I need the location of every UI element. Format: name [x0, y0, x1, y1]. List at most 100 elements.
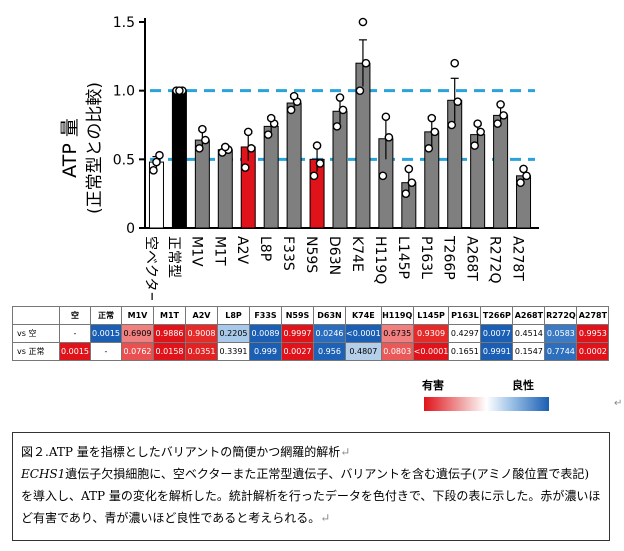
- data-point: [286, 105, 296, 115]
- y-axis-label-sub: (正常型との比較): [85, 82, 105, 214]
- x-tick-label: A278T: [510, 236, 526, 281]
- p-value-cell: 0.1651: [448, 342, 482, 361]
- y-tick-label: 1.0: [113, 84, 135, 100]
- data-point: [198, 124, 207, 134]
- data-point: [266, 113, 276, 123]
- p-value-cell: 0.1547: [512, 342, 546, 361]
- legend-benign-label: 良性: [512, 379, 534, 392]
- legend-harmful-label: 有害: [422, 379, 444, 392]
- data-point: [312, 141, 322, 150]
- data-point: [155, 150, 164, 160]
- column-header: A268T: [512, 306, 546, 325]
- x-tick-label: L145P: [395, 236, 411, 279]
- data-point: [149, 166, 158, 175]
- data-point: [246, 144, 256, 153]
- data-point: [424, 144, 434, 153]
- data-point: [332, 122, 342, 131]
- p-value-cell: 0.2205: [217, 324, 250, 343]
- bar-正常型: [171, 90, 187, 229]
- table-header-row: 空正常 M1V M1T A2V L8P F33S N59S D63N K74E H119Q L145…: [12, 306, 610, 325]
- data-point: [309, 171, 319, 181]
- p-value-cell: 0.9953: [576, 324, 610, 343]
- data-point: [381, 112, 391, 122]
- data-point: [361, 58, 371, 68]
- bar-L8P: [263, 125, 279, 229]
- p-value-cell: 0.4297: [448, 324, 482, 343]
- p-value-cell: 0.4514: [512, 324, 546, 343]
- p-value-cell: <0.0001: [412, 342, 450, 361]
- x-tick-label: M1V: [188, 236, 204, 267]
- bar-M1T: [217, 149, 233, 229]
- data-point: [519, 164, 528, 174]
- p-value-cell: 0.0089: [249, 324, 282, 343]
- paragraph-mark: ↵: [614, 398, 623, 409]
- p-value-cell: -: [59, 324, 91, 343]
- data-point: [289, 91, 299, 101]
- p-value-cell: 0.9008: [185, 324, 218, 343]
- figure-caption: 図２.ATP 量を指標としたバリアントの簡便かつ網羅的解析↵ ECHS1遺伝子欠…: [12, 432, 610, 541]
- data-point: [243, 127, 253, 137]
- x-tick-label: M1T: [211, 236, 227, 266]
- x-tick-label: R272Q: [487, 236, 503, 283]
- x-tick-label: H119Q: [372, 236, 388, 284]
- column-header: 空: [59, 306, 91, 325]
- data-point: [493, 119, 502, 128]
- bars: [148, 39, 532, 229]
- data-point: [447, 120, 457, 130]
- statistics-table: 空正常 M1V M1T A2V L8P F33S N59S D63N K74E H119Q L145…: [12, 306, 610, 361]
- row-label: vs 正常: [12, 342, 60, 361]
- data-point: [516, 178, 525, 187]
- data-point: [384, 133, 394, 142]
- x-tick-label: 空ベクター: [142, 236, 158, 300]
- x-tick-label: A2V: [234, 236, 250, 264]
- data-point: [195, 144, 204, 153]
- p-value-cell: 0.0583: [544, 324, 578, 343]
- x-tick-label: D63N: [326, 236, 342, 275]
- p-value-cell: <0.0001: [345, 324, 382, 343]
- data-point: [401, 189, 411, 198]
- column-header: A2V: [185, 306, 218, 325]
- table-row: vs 空 -0.0015 0.6909 0.9886 0.9008 0.2205 0.008…: [12, 324, 610, 343]
- bar-chart: 0 0.5 1.0 1.5 空ベクター 正常型 M1V M1T A2V L8P F33S N59S D…: [59, 15, 539, 300]
- column-header: P163L: [448, 306, 482, 325]
- x-tick-labels: 空ベクター 正常型 M1V M1T A2V L8P F33S N59S D63N K74E H119…: [142, 235, 525, 300]
- data-point: [430, 127, 440, 137]
- p-value-cell: 0.9309: [412, 324, 450, 343]
- column-header: H119Q: [380, 306, 414, 325]
- reference-lines: [150, 89, 535, 161]
- data-point: [427, 113, 437, 123]
- data-point: [473, 119, 482, 128]
- color-scale-bar: [424, 397, 549, 411]
- data-point: [263, 130, 273, 139]
- data-point: [315, 159, 325, 168]
- data-point: [358, 17, 368, 27]
- p-value-cell: 0.6735: [380, 324, 414, 343]
- column-header: 正常: [90, 306, 122, 325]
- data-point: [522, 171, 531, 181]
- column-header: L8P: [217, 306, 250, 325]
- p-value-cell: 0.4807: [345, 342, 382, 361]
- column-header: T266P: [480, 306, 514, 325]
- p-value-cell: 0.0015: [59, 342, 91, 361]
- p-value-cell: 0.9886: [153, 324, 186, 343]
- column-header: F33S: [249, 306, 282, 325]
- bar-F33S: [286, 102, 302, 229]
- data-point: [220, 142, 230, 152]
- y-tick-label: 0: [126, 221, 135, 237]
- table-row: vs 正常 0.0015-0.0762 0.0158 0.0351 0.3391 0.99…: [12, 342, 610, 361]
- p-value-cell: 0.9991: [480, 342, 514, 361]
- data-point: [407, 178, 417, 187]
- x-tick-label: L8P: [257, 236, 273, 261]
- x-tick-label: N59S: [303, 236, 319, 273]
- data-point: [453, 97, 463, 106]
- y-tick-label: 0.5: [113, 152, 135, 168]
- x-tick-label: F33S: [280, 236, 296, 271]
- data-point: [499, 111, 508, 120]
- p-value-cell: 0.0351: [185, 342, 218, 361]
- p-value-cell: 0.6909: [121, 324, 154, 343]
- caption-title: 図２.ATP 量を指標としたバリアントの簡便かつ網羅的解析: [21, 445, 341, 459]
- caption-body: 遺伝子欠損細胞に、空ベクターまた正常型遺伝子、バリアントを含む遺伝子(アミノ酸位…: [21, 467, 601, 525]
- data-point: [338, 105, 348, 115]
- table-corner: [12, 306, 60, 325]
- data-point: [378, 171, 388, 181]
